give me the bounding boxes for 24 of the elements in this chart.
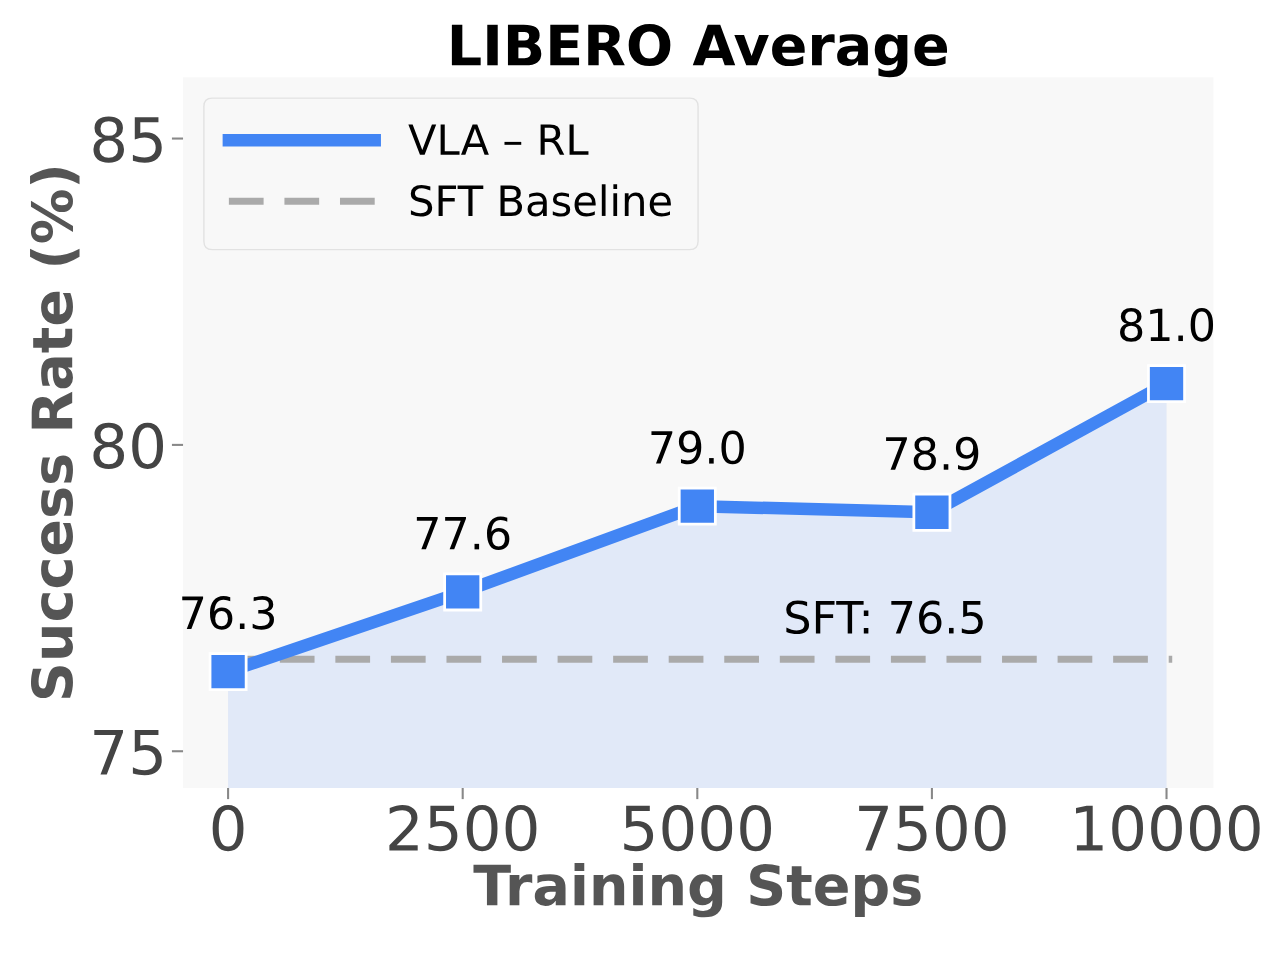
y-tick-label: 85 xyxy=(93,116,162,163)
x-tick-label: 2500 xyxy=(389,805,537,852)
chart-title: LIBERO Average xyxy=(451,24,948,78)
y-tick-label: 75 xyxy=(94,729,162,776)
annotation: SFT: 76.5 xyxy=(786,600,983,635)
x-axis-title: Training Steps xyxy=(473,863,921,918)
data-label: 79.0 xyxy=(651,430,744,465)
legend-label: VLA – RL xyxy=(408,124,589,155)
point xyxy=(443,572,483,612)
x-tick-label: 0 xyxy=(212,805,244,852)
y-axis-title: Success Rate (%) xyxy=(30,167,80,699)
data-label: 81.0 xyxy=(1120,308,1214,342)
point xyxy=(677,486,717,526)
data-label: 78.9 xyxy=(886,436,979,471)
y-tick-label: 80 xyxy=(93,422,164,469)
point xyxy=(1147,364,1186,404)
data-label: 77.6 xyxy=(416,516,510,550)
legend-label: SFT Baseline xyxy=(410,184,671,217)
x-tick-label: 5000 xyxy=(624,805,771,852)
point xyxy=(912,492,952,532)
x-tick-label: 10000 xyxy=(1076,805,1260,852)
data-label: 76.3 xyxy=(182,596,274,630)
x-tick-label: 7500 xyxy=(859,805,1006,852)
point xyxy=(208,652,248,692)
